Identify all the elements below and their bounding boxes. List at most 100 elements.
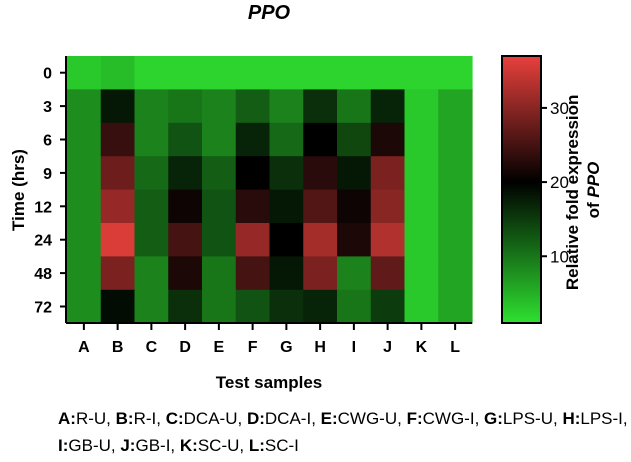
legend-code: K: [179,436,198,455]
heatmap-cell-H-9 [303,156,338,191]
heatmap-cell-F-0 [235,56,271,90]
heatmap-cell-K-72 [404,289,439,324]
heatmap-cell-H-72 [303,289,338,324]
heatmap-cell-A-0 [67,56,102,90]
colorbar [501,55,542,324]
colorbar-label-of: of [584,202,603,218]
heatmap-cell-G-9 [269,156,304,191]
heatmap-cell-J-6 [370,122,406,157]
legend-code: D: [246,409,265,428]
colorbar-tick-label: 30 [550,99,569,118]
legend-item: F:CWG-I [407,409,475,428]
heatmap-cell-J-9 [370,156,406,191]
legend-item: H:LPS-I [562,409,622,428]
legend-code: I: [58,436,69,455]
heatmap-cell-F-9 [235,156,271,191]
heatmap-cell-H-12 [303,189,338,224]
legend-name: DCA-I [264,409,312,428]
heatmap-cell-J-12 [370,189,406,224]
heatmap-cell-L-0 [438,56,473,90]
legend-name: R-I [133,409,157,428]
heatmap-cell-J-48 [370,256,406,291]
legend-code: J: [120,436,136,455]
heatmap-cell-H-6 [303,122,338,157]
legend-item: G:LPS-U [484,409,553,428]
heatmap-cell-I-48 [337,256,372,291]
legend-name: CWG-I [422,409,475,428]
heatmap-cell-A-12 [67,189,102,224]
x-tick-label: I [352,339,356,356]
heatmap-cell-L-3 [438,89,473,124]
heatmap-cell-C-0 [134,56,169,90]
legend-item: L:SC-I [249,436,299,455]
heatmap-cell-C-3 [134,89,169,124]
chart-title: PPO [248,2,291,24]
legend-name: CWG-U [337,409,398,428]
heatmap-cell-B-0 [100,56,136,90]
heatmap-cell-G-6 [269,122,304,157]
y-axis-label: Time (hrs) [9,149,28,231]
x-tick-label: K [416,339,428,356]
heatmap-cell-B-3 [100,89,136,124]
legend-code: F: [406,409,423,428]
heatmap-cell-A-24 [67,223,102,257]
y-tick-label: 12 [34,199,52,216]
legend-name: SC-U [197,436,240,455]
heatmap-cell-B-72 [100,289,136,324]
y-tick-label: 3 [43,99,52,116]
heatmap-cell-H-24 [303,223,338,257]
heatmap-cell-H-0 [303,56,338,90]
heatmap-cell-D-72 [168,289,203,324]
legend-name: SC-I [264,436,299,455]
heatmap-cell-I-3 [337,89,372,124]
x-tick-label: J [383,339,392,356]
heatmap-cell-F-3 [235,89,271,124]
heatmap-cell-A-6 [67,122,102,157]
heatmap-cell-I-6 [337,122,372,157]
legend-item: B:R-I [116,409,157,428]
heatmap-cell-B-12 [100,189,136,224]
heatmap-cell-D-24 [168,223,203,257]
heatmap-cell-I-12 [337,189,372,224]
heatmap-cell-I-24 [337,223,372,257]
heatmap-cell-A-72 [67,289,102,324]
y-tick-label: 48 [34,266,52,283]
legend-code: E: [320,409,338,428]
x-tick-label: L [450,339,460,356]
heatmap-cell-D-0 [168,56,203,90]
heatmap-cell-I-0 [337,56,372,90]
heatmap-cell-I-9 [337,156,372,191]
heatmap-cell-B-9 [100,156,136,191]
colorbar-tick-label: 20 [550,173,569,192]
heatmap-cell-J-0 [370,56,406,90]
heatmap-cell-E-48 [202,256,237,291]
heatmap-cell-D-9 [168,156,203,191]
heatmap-cell-C-24 [134,223,169,257]
x-tick-label: G [280,339,292,356]
colorbar-label: Relative fold expression of PPO [563,90,603,290]
heatmap-cell-E-3 [202,89,237,124]
heatmap-cell-F-6 [235,122,271,157]
y-axis-ticks: 0 3 6 9 12 24 48 72 [34,66,66,317]
heatmap-cell-H-48 [303,256,338,291]
heatmap-cell-F-48 [235,256,271,291]
sample-legend: A:R-U, B:R-I, C:DCA-U, D:DCA-I, E:CWG-U,… [58,409,628,455]
heatmap-cell-J-72 [370,289,406,324]
heatmap-cell-L-6 [438,122,473,157]
heatmap-cell-G-0 [269,56,304,90]
x-tick-label: D [179,339,191,356]
heatmap-cell-F-72 [235,289,271,324]
y-tick-label: 24 [34,233,52,250]
heatmap-cell-E-72 [202,289,237,324]
colorbar-label-line2: of PPO [584,162,603,219]
heatmap-cell-C-72 [134,289,169,324]
heatmap-cell-K-48 [404,256,439,291]
legend-item: C:DCA-U [166,409,238,428]
heatmap-cell-F-12 [235,189,271,224]
heatmap-cell-G-48 [269,256,304,291]
heatmap-cell-E-24 [202,223,237,257]
heatmap-cell-K-24 [404,223,439,257]
heatmap-cell-E-9 [202,156,237,191]
heatmap-cell-K-0 [404,56,439,90]
